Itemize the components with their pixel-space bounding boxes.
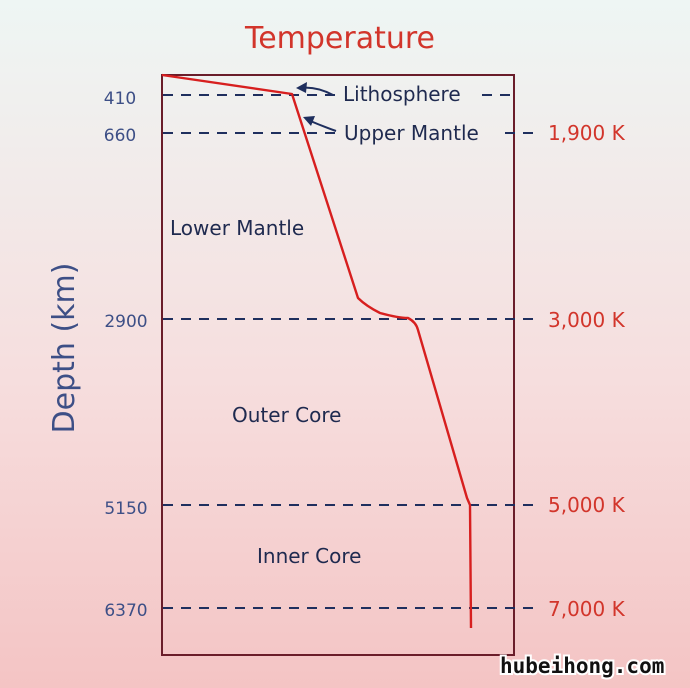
temperature-label-1900: 1,900 K bbox=[548, 121, 626, 145]
upper-mantle-arrowhead bbox=[303, 116, 315, 126]
depth-label-660: 660 bbox=[104, 126, 136, 146]
y-axis-label: Depth (km) bbox=[47, 263, 82, 434]
diagram-frame bbox=[161, 74, 515, 656]
temperature-curve bbox=[161, 73, 473, 629]
layer-label-lithosphere: Lithosphere bbox=[343, 82, 461, 106]
lithosphere-arrowhead bbox=[296, 82, 307, 93]
layer-label-outer-core: Outer Core bbox=[232, 403, 341, 427]
layer-label-upper-mantle: Upper Mantle bbox=[344, 121, 479, 145]
diagram-title: Temperature bbox=[244, 21, 435, 56]
watermark-outline: hubeihong.com bbox=[500, 654, 664, 678]
watermark: hubeihong.com bbox=[500, 654, 664, 678]
depth-label-6370: 6370 bbox=[104, 601, 147, 621]
depth-label-2900: 2900 bbox=[104, 312, 147, 332]
temperature-label-7000: 7,000 K bbox=[548, 597, 626, 621]
layer-label-lower-mantle: Lower Mantle bbox=[170, 216, 304, 240]
layer-label-inner-core: Inner Core bbox=[257, 544, 361, 568]
depth-label-5150: 5150 bbox=[104, 499, 147, 519]
temperature-label-5000: 5,000 K bbox=[548, 493, 626, 517]
depth-label-410: 410 bbox=[104, 89, 136, 109]
temperature-label-3000: 3,000 K bbox=[548, 308, 626, 332]
